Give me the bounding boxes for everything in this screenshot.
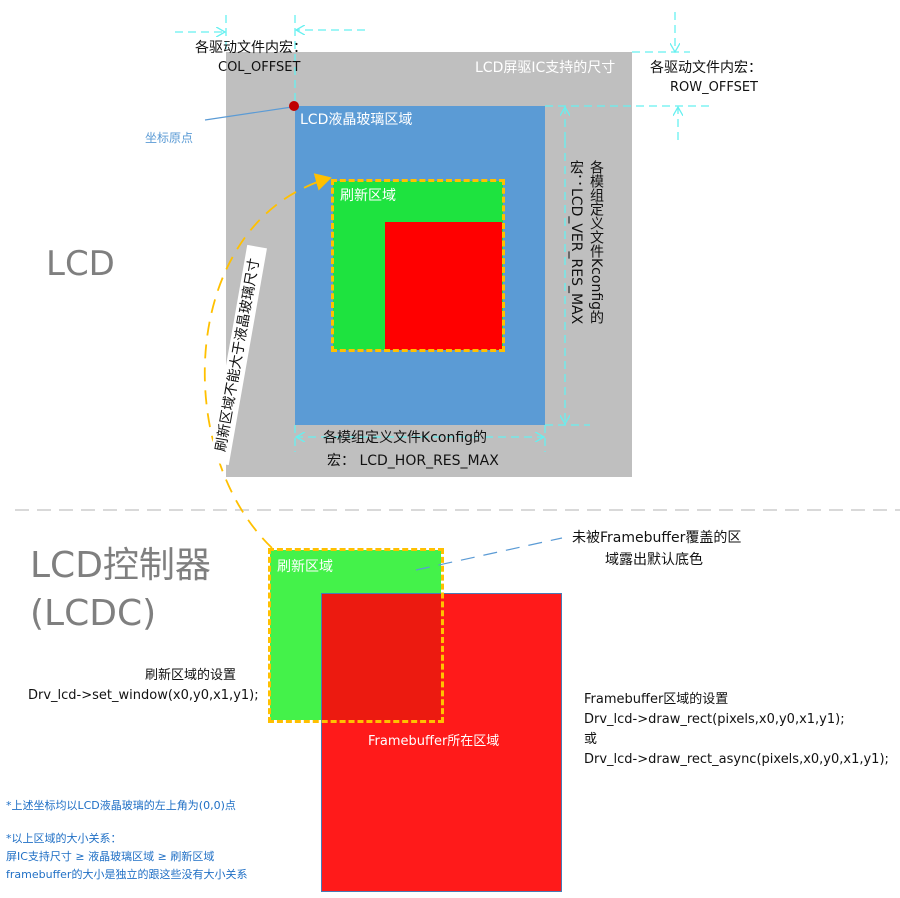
fb-line4: Drv_lcd->draw_rect_async(pixels,x0,y0,x1… [584,752,889,767]
overlap-area [322,594,441,720]
row-offset-macro: ROW_OFFSET [670,80,758,95]
lcdc-title: LCD控制器 (LCDC) [30,542,211,638]
fb-line3: 或 [584,732,598,747]
origin-label: 坐标原点 [145,131,194,145]
fb-line1: Framebuffer区域的设置 [584,692,729,707]
uncovered-leader-line [415,537,563,571]
lcdc-title-line2: (LCDC) [30,593,157,634]
fb-line2: Drv_lcd->draw_rect(pixels,x0,y0,x1,y1); [584,712,845,727]
refresh-dashed-border-bottom [268,548,444,723]
refresh-label-top: 刷新区域 [340,188,396,204]
uncovered-line2: 域露出默认底色 [605,552,703,568]
origin-dot [289,101,299,111]
constraint-arrow [203,173,332,549]
ver-res-line2: 宏：LCD_VER_RES_MAX [568,160,584,325]
note-framebuffer: framebuffer的大小是独立的跟这些没有大小关系 [6,868,248,881]
glass-label: LCD液晶玻璃区域 [300,112,413,128]
ver-res-line1: 各模组定义文件Kconfig的 [588,160,604,325]
ver-res-label: 各模组定义文件Kconfig的 宏：LCD_VER_RES_MAX [566,160,606,324]
framebuffer-label: Framebuffer所在区域 [368,734,500,749]
ic-size-label: LCD屏驱IC支持的尺寸 [475,60,616,76]
note-origin: *上述坐标均以LCD液晶玻璃的左上角为(0,0)点 [6,799,236,812]
uncovered-line1: 未被Framebuffer覆盖的区 [572,530,742,546]
refresh-dashed-border-top [331,179,505,352]
window-line2: Drv_lcd->set_window(x0,y0,x1,y1); [28,688,259,703]
lcdc-title-line1: LCD控制器 [30,545,211,586]
col-offset-label: 各驱动文件内宏： [195,40,307,56]
hor-res-line1: 各模组定义文件Kconfig的 [323,430,488,446]
col-offset-macro: COL_OFFSET [218,60,301,75]
lcd-title: LCD [46,244,115,284]
framebuffer-area-top [385,222,502,350]
origin-leader-line [204,106,293,121]
window-line1: 刷新区域的设置 [145,668,237,683]
row-offset-label: 各驱动文件内宏： [650,60,762,76]
note-size-order: 屏IC支持尺寸 ≥ 液晶玻璃区域 ≥ 刷新区域 [6,850,215,863]
refresh-label-bottom: 刷新区域 [277,559,333,575]
note-size-heading: *以上区域的大小关系： [6,832,122,845]
hor-res-line2: 宏： LCD_HOR_RES_MAX [327,453,499,469]
